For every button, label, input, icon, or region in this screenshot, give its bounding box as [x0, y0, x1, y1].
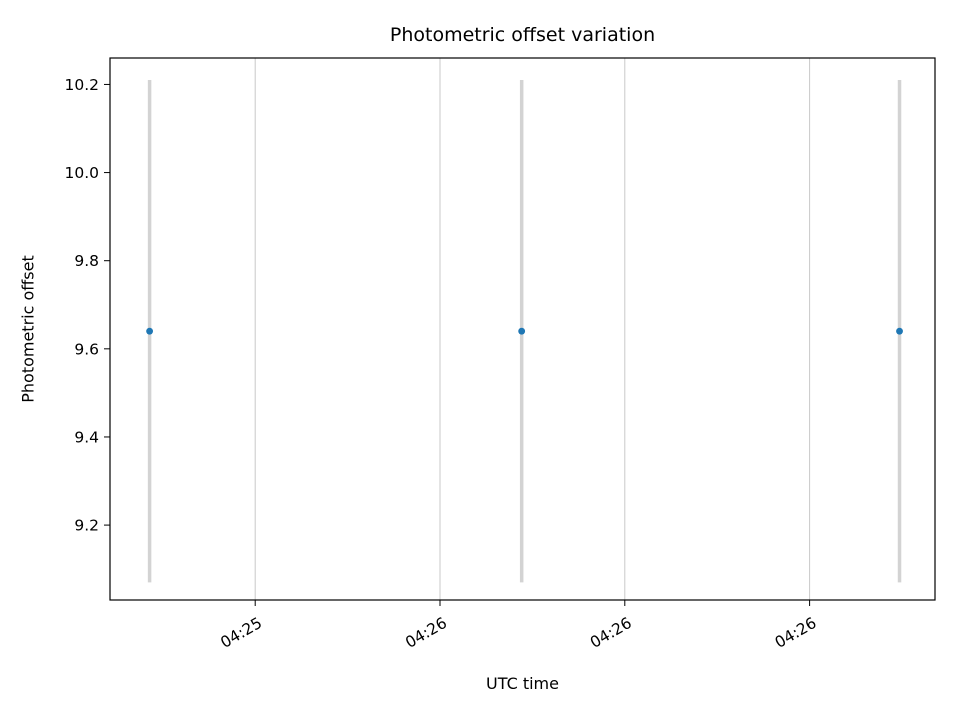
data-point [896, 327, 903, 335]
x-axis-label: UTC time [486, 674, 559, 693]
x-tick-label: 04:26 [772, 614, 820, 652]
x-tick-label: 04:26 [587, 614, 635, 652]
data-point [146, 327, 154, 335]
y-tick-label: 9.6 [74, 340, 99, 358]
chart-title: Photometric offset variation [389, 24, 656, 46]
y-tick-label: 10.2 [64, 76, 99, 94]
data-point [518, 327, 526, 335]
y-tick-label: 9.4 [74, 428, 99, 446]
y-tick-label: 9.8 [74, 252, 99, 270]
plot-border [109, 57, 936, 601]
x-tick-label: 04:26 [402, 614, 450, 652]
y-tick-label: 10.0 [64, 164, 99, 182]
x-tick-label: 04:25 [218, 614, 266, 652]
y-axis-label: Photometric offset [18, 255, 38, 403]
y-tick-label: 9.2 [74, 517, 99, 535]
